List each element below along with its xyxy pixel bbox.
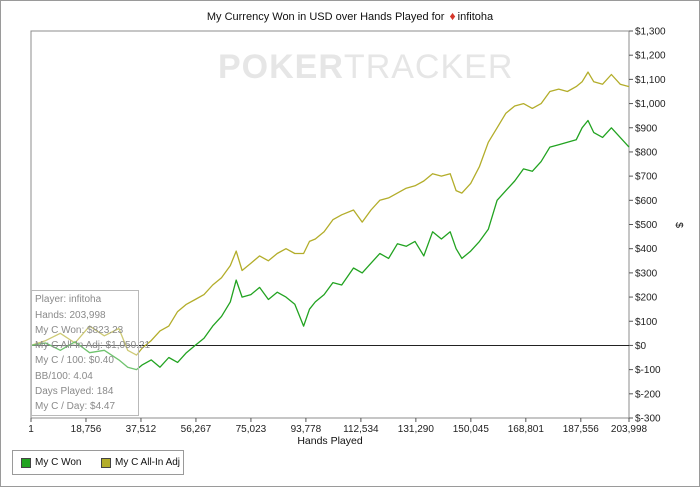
info-won: My C Won: $823.23 [35,325,124,336]
x-tick-label: 112,534 [343,424,379,435]
info-hands: Hands: 203,998 [35,310,106,321]
y-tick-label: $900 [635,123,658,134]
chart-title-player: infitoha [457,11,494,23]
chart-title: My Currency Won in USD over Hands Played… [0,9,700,23]
diamond-suit-icon: ♦ [449,9,456,23]
y-tick-label: $300 [635,268,658,279]
legend-item-allin-adj[interactable]: My C All-In Adj [101,457,180,468]
chart-title-prefix: My Currency Won in USD over Hands Played… [206,11,445,23]
chart-legend: My C Won My C All-In Adj [12,450,184,475]
y-tick-label: $1,200 [635,51,666,62]
info-bb-100: BB/100: 4.04 [35,371,93,382]
x-tick-label: 187,556 [563,424,600,435]
y-axis-title: $ [673,222,685,228]
y-tick-label: $1,000 [635,99,666,110]
y-tick-label: $-300 [635,414,661,425]
y-tick-label: $700 [635,172,658,183]
y-tick-label: $0 [635,341,647,352]
y-tick-label: $800 [635,147,658,158]
legend-item-won[interactable]: My C Won [21,457,82,468]
x-tick-label: 168,801 [508,424,545,435]
x-tick-label: 56,267 [181,424,212,435]
y-tick-label: $200 [635,293,658,304]
info-per-100: My C / 100: $0.40 [35,355,114,366]
y-tick-label: $400 [635,244,658,255]
y-tick-label: $500 [635,220,658,231]
y-tick-label: $-200 [635,389,661,400]
x-tick-label: 131,290 [398,424,435,435]
legend-label-allin-adj: My C All-In Adj [115,457,181,468]
y-tick-label: $600 [635,196,658,207]
series-lines [30,71,630,371]
legend-swatch-won [21,457,31,468]
x-tick-label: 203,998 [611,424,648,435]
x-axis: 1 18,756 37,512 56,267 75,023 93,778 112,534 13… [28,418,648,435]
stats-info-box: Player: infitoha Hands: 203,998 My C Won… [31,290,150,416]
x-tick-label: 93,778 [291,424,322,435]
series-line-won [30,119,630,371]
x-tick-label: 75,023 [236,424,267,435]
series-line-allin-adj [30,71,630,356]
watermark-part1: POKER [218,48,344,86]
y-tick-label: $1,100 [635,75,666,86]
info-player: Player: infitoha [35,294,102,305]
x-tick-label: 18,756 [71,424,102,435]
x-axis-title: Hands Played [297,435,363,447]
y-tick-label: $100 [635,317,658,328]
info-days-played: Days Played: 184 [35,386,114,397]
legend-swatch-allin-adj [101,457,111,468]
y-axis: $-300 $-200 $-100 $0 $100 $200 $300 $400 $500 $60… [629,27,666,425]
pokertracker-watermark: POKERTRACKER [218,48,513,87]
legend-label-won: My C Won [35,457,82,468]
x-tick-label: 1 [28,424,34,435]
watermark-part2: TRACKER [343,48,514,86]
x-tick-label: 150,045 [453,424,490,435]
info-allin-adj: My C All-In Adj: $1,050.21 [35,340,151,351]
info-per-day: My C / Day: $4.47 [35,401,116,412]
y-tick-label: $-100 [635,365,661,376]
y-tick-label: $1,300 [635,27,666,38]
x-tick-label: 37,512 [126,424,157,435]
